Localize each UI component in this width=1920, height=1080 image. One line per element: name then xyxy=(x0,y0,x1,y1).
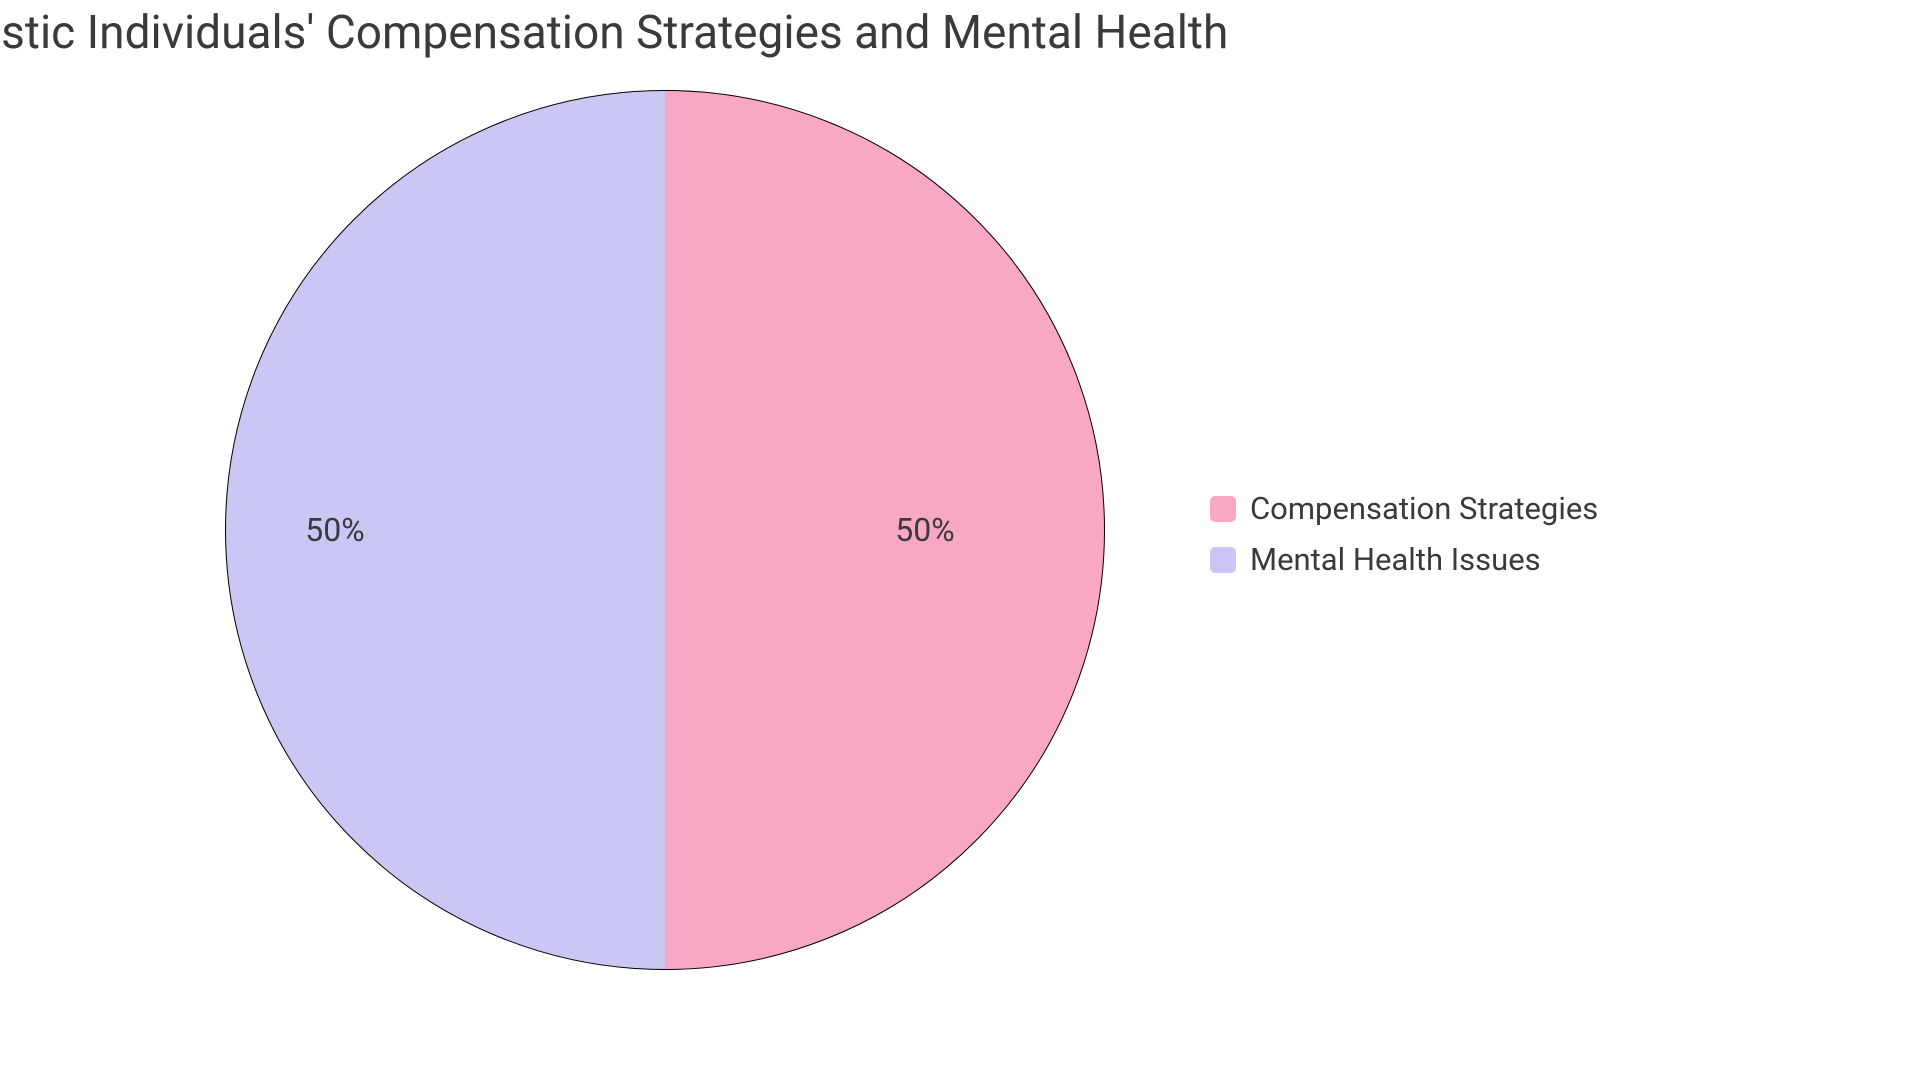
legend-swatch-1 xyxy=(1210,547,1236,573)
slice-label-left: 50% xyxy=(305,511,364,549)
legend-label-1: Mental Health Issues xyxy=(1250,541,1541,578)
legend-item-0: Compensation Strategies xyxy=(1210,490,1598,527)
legend-swatch-0 xyxy=(1210,496,1236,522)
legend-item-1: Mental Health Issues xyxy=(1210,541,1598,578)
chart-title: istic Individuals' Compensation Strategi… xyxy=(0,6,1228,60)
chart-stage: istic Individuals' Compensation Strategi… xyxy=(0,0,1920,1080)
legend-label-0: Compensation Strategies xyxy=(1250,490,1598,527)
slice-label-right: 50% xyxy=(895,511,954,549)
legend: Compensation Strategies Mental Health Is… xyxy=(1210,490,1598,592)
